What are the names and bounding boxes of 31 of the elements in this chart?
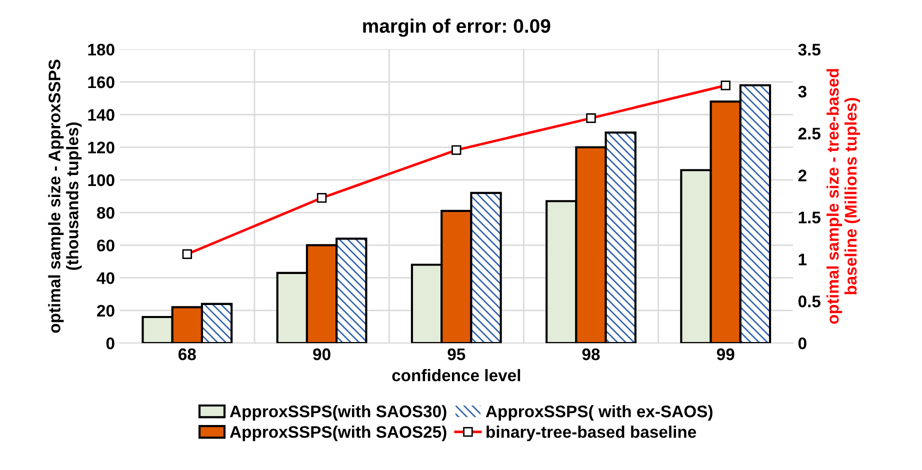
legend-label: ApproxSSPS(with SAOS30)	[230, 405, 446, 421]
y2-tick-label: 3.5	[798, 44, 820, 56]
x-tick-label: 98	[582, 348, 600, 360]
y-axis-title: optimal sample size - ApproxSSPS (thousands tuples)	[48, 60, 82, 333]
y-tick-label: 0	[106, 338, 114, 350]
y2-axis-title: optimal sample size - tree-based baseline (Millions tuples)	[826, 69, 860, 324]
chart-title: margin of error: 0.09	[363, 18, 550, 37]
y-tick-label: 160	[88, 76, 114, 88]
x-axis-title: confidence level	[392, 369, 520, 382]
x-tick-label: 90	[313, 348, 330, 360]
y2-tick-label: 2	[798, 170, 806, 182]
y2-tick-label: 3	[798, 86, 806, 98]
legend-label: ApproxSSPS( with ex-SAOS)	[486, 405, 712, 421]
y2-tick-label: 1.5	[798, 212, 820, 224]
y-tick-label: 120	[88, 142, 114, 154]
x-tick-label: 68	[178, 348, 196, 360]
y2-tick-label: 0	[798, 338, 806, 350]
legend-label: binary-tree-based baseline	[486, 426, 696, 442]
y-tick-label: 20	[97, 304, 114, 317]
y-tick-label: 100	[88, 174, 114, 186]
y-tick-label: 140	[88, 109, 114, 121]
y-tick-label: 40	[96, 272, 114, 284]
x-tick-label: 99	[716, 348, 734, 360]
y2-tick-label: 1	[798, 254, 807, 266]
y2-tick-label: 2.5	[798, 128, 820, 140]
y-tick-label: 60	[97, 240, 114, 252]
legend-label: ApproxSSPS(with SAOS25)	[230, 426, 446, 442]
y2-tick-label: 0.5	[798, 296, 820, 308]
y-tick-label: 80	[96, 206, 114, 219]
x-tick-label: 95	[448, 348, 466, 360]
y-tick-label: 180	[88, 44, 114, 56]
